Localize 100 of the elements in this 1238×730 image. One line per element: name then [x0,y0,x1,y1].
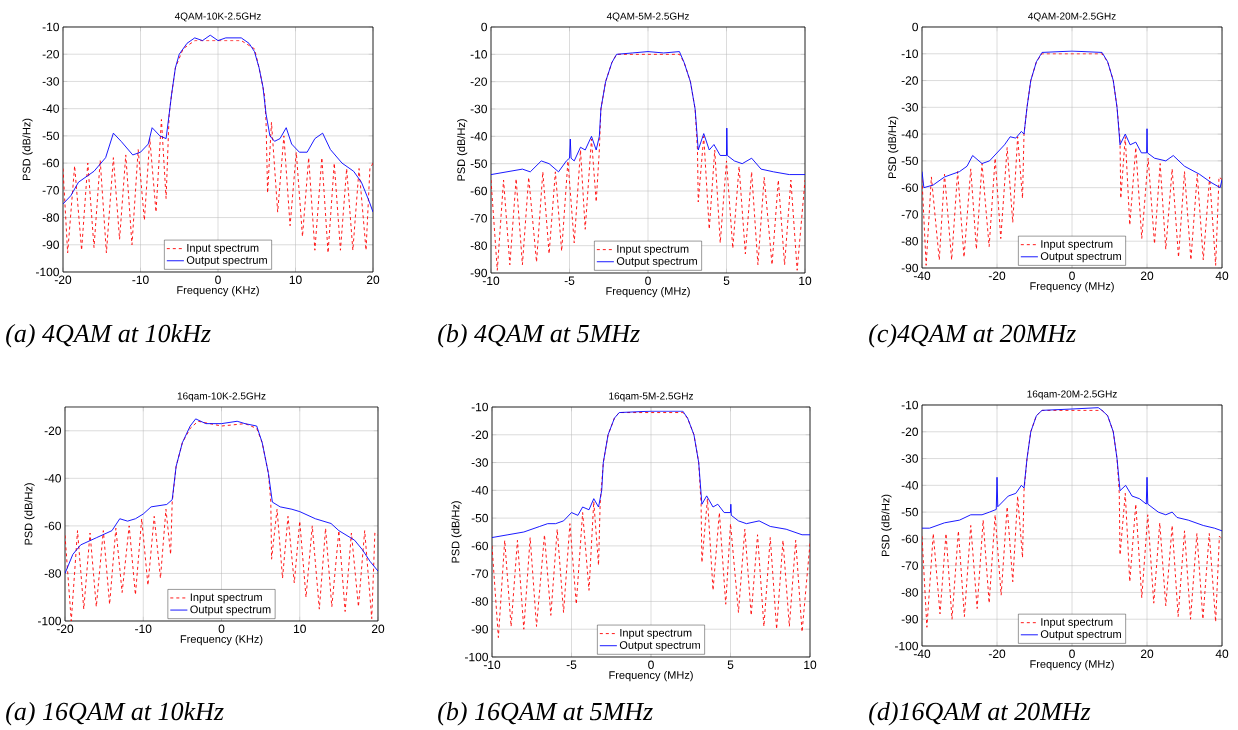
text: (c)4QAM at 20MHz [869,323,1076,348]
text: (b) 16QAM at 5MHz [438,701,653,726]
y-tick-label: -50 [901,156,919,166]
y-tick-label: -80 [901,588,919,597]
y-tick-label: -80 [470,241,488,250]
legend-label: Input spectrum [1041,240,1113,250]
y-tick-label: -100 [464,652,489,662]
y-tick-label: -60 [901,534,919,544]
legend-label: Input spectrum [187,244,259,254]
y-tick-label: -80 [471,597,489,606]
y-tick-label: -20 [901,76,919,85]
y-tick-label: -20 [471,430,489,440]
legend-label: Output spectrum [1040,252,1121,263]
y-axis-title: PSD (dB/Hz) [457,119,468,181]
y-tick-label: -60 [42,158,59,168]
x-axis-title: Frequency (KHz) [180,634,263,646]
chart-title: 16qam-20M-2.5GHz [1027,390,1117,400]
x-tick-label: 20 [1140,649,1154,659]
x-tick-label: -5 [566,660,577,669]
y-tick-label: -40 [42,104,59,113]
y-tick-label: -40 [470,132,488,141]
x-axis-title: Frequency (KHz) [177,285,259,297]
x-tick-label: -10 [483,660,501,670]
y-tick-label: -50 [470,159,488,168]
x-tick-label: 40 [1215,271,1229,281]
y-tick-label: -70 [42,186,59,195]
x-tick-label: 0 [1069,649,1075,659]
text: (d)16QAM at 20MHz [869,701,1091,726]
chart-title: 16qam-10K-2.5GHz [177,392,266,402]
legend-label: Input spectrum [620,629,692,639]
y-tick-label: -60 [901,183,919,192]
x-axis-title: Frequency (MHz) [609,670,693,682]
y-tick-label: -30 [42,77,59,86]
x-tick-label: 0 [648,660,654,670]
x-tick-label: 10 [293,624,306,634]
y-tick-label: -90 [42,240,59,250]
y-tick-label: -80 [44,569,61,578]
x-tick-label: 0 [1069,271,1075,281]
y-tick-label: -40 [901,129,919,139]
y-tick-label: -20 [470,77,488,86]
y-tick-label: -20 [44,426,61,436]
x-tick-label: -20 [988,271,1006,281]
y-tick-label: -90 [471,624,489,634]
x-tick-label: -10 [135,624,152,634]
x-tick-label: -10 [132,275,149,285]
y-tick-label: -70 [471,569,489,578]
y-tick-label: -60 [470,186,488,196]
x-tick-label: -40 [913,271,931,281]
y-tick-label: -40 [471,486,489,495]
y-axis-title: PSD (dB/Hz) [888,116,899,179]
y-tick-label: -10 [470,50,488,59]
y-tick-label: -30 [470,104,488,114]
y-tick-label: -10 [471,402,489,412]
x-tick-label: -5 [564,276,575,285]
y-tick-label: -60 [471,541,489,551]
line-series [922,407,1223,532]
x-tick-label: -20 [988,649,1006,659]
x-tick-label: 0 [218,624,225,634]
text: (b) 4QAM at 5MHz [438,323,640,348]
y-tick-label: -100 [37,616,61,626]
text: (a) 4QAM at 10kHz [6,323,211,348]
y-tick-label: -60 [44,521,61,531]
x-axis-title: Frequency (MHz) [606,286,690,298]
y-tick-label: -30 [471,458,489,467]
x-tick-label: 10 [804,660,817,670]
y-axis-title: PSD (dB/Hz) [22,118,33,181]
legend-label: Output spectrum [619,641,700,652]
legend-label: Output spectrum [1040,630,1121,641]
y-tick-label: -40 [44,474,61,483]
text: (a) 16QAM at 10kHz [6,701,224,726]
legend-label: Input spectrum [190,593,262,604]
y-axis-title: PSD (dB/Hz) [451,501,462,563]
x-tick-label: 5 [723,276,730,285]
x-tick-label: 5 [727,660,734,669]
x-tick-label: -20 [56,624,74,634]
y-tick-label: -70 [901,210,919,219]
y-tick-label: -90 [470,268,488,278]
x-tick-label: 20 [1140,271,1154,281]
y-axis-title: PSD (dB/Hz) [881,494,892,557]
y-tick-label: -50 [901,507,919,517]
y-tick-label: -30 [901,103,919,112]
chart-title: 16qam-5M-2.5GHz [609,392,694,402]
y-tick-label: -70 [470,214,488,223]
x-tick-label: -20 [54,275,72,285]
line-series [492,410,811,539]
y-tick-label: 0 [912,22,919,32]
y-tick-label: 0 [481,22,488,32]
x-tick-label: 0 [645,276,651,286]
y-axis-title: PSD (dB/Hz) [24,483,35,545]
y-tick-label: -30 [901,454,919,463]
y-tick-label: -50 [42,131,59,141]
chart-title: 4QAM-20M-2.5GHz [1028,12,1116,22]
y-tick-label: -10 [901,49,919,59]
x-tick-label: 20 [371,624,385,634]
y-tick-label: -10 [42,22,59,32]
legend-label: Input spectrum [617,245,689,255]
y-tick-label: -70 [901,561,919,570]
x-axis-title: Frequency (MHz) [1030,281,1114,293]
chart-title: 4QAM-10K-2.5GHz [174,12,261,22]
y-tick-label: -90 [901,614,919,624]
